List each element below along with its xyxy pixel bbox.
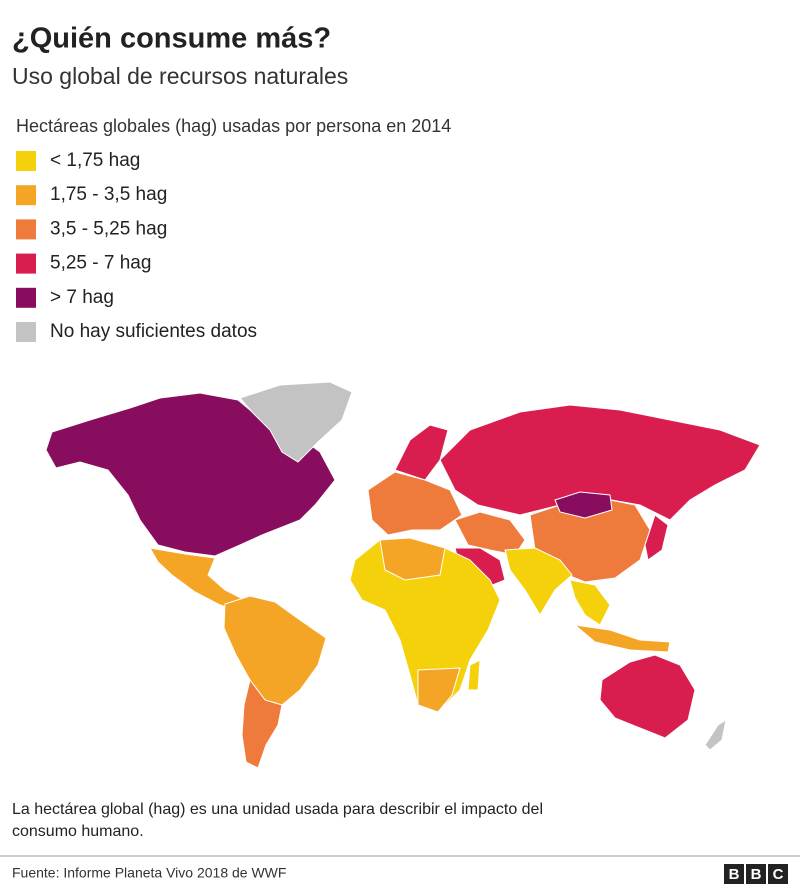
- legend-swatch: [16, 151, 36, 171]
- new-zealand: [704, 718, 727, 751]
- europe: [367, 471, 463, 536]
- legend-label: 3,5 - 5,25 hag: [50, 218, 167, 239]
- south-america-south: [241, 678, 283, 769]
- india: [504, 547, 573, 616]
- greenland: [239, 381, 353, 463]
- brand-box: [724, 864, 744, 884]
- southeast-asia: [569, 579, 611, 626]
- legend-label: No hay suficientes datos: [50, 321, 257, 342]
- note-line: La hectárea global (hag) es una unidad u…: [12, 801, 543, 818]
- subtitle: Uso global de recursos naturales: [12, 63, 348, 89]
- north-africa: [379, 537, 446, 581]
- legend-label: 5,25 - 7 hag: [50, 253, 151, 274]
- legend-label: 1,75 - 3,5 hag: [50, 184, 167, 205]
- legend-title: Hectáreas globales (hag) usadas por pers…: [16, 116, 451, 136]
- world-map: [45, 381, 761, 769]
- brand-box: [746, 864, 766, 884]
- legend-label: < 1,75 hag: [50, 150, 140, 171]
- legend-swatch: [16, 185, 36, 206]
- russia: [439, 404, 761, 521]
- madagascar: [467, 659, 481, 691]
- legend-swatch: [16, 287, 36, 308]
- brand-box: [768, 864, 788, 884]
- legend-swatch: [16, 253, 36, 274]
- japan: [644, 514, 669, 561]
- south-america-north: [223, 595, 327, 706]
- brand-letter: C: [773, 866, 784, 883]
- scandinavia: [394, 424, 449, 481]
- australia: [599, 654, 696, 739]
- legend: < 1,75 hag 1,75 - 3,5 hag 3,5 - 5,25 hag 5,…: [16, 150, 257, 342]
- brand-letter: B: [751, 866, 762, 883]
- middle-east: [454, 511, 526, 556]
- indonesia: [573, 624, 671, 653]
- mongolia: [554, 491, 613, 519]
- legend-swatch: [16, 219, 36, 240]
- canada-usa: [45, 392, 336, 557]
- southern-africa: [417, 667, 461, 713]
- legend-swatch: [16, 322, 36, 342]
- note-line: consumo humano.: [12, 823, 144, 840]
- brand-letter: B: [729, 866, 740, 883]
- title: ¿Quién consume más?: [12, 23, 331, 55]
- source: Fuente: Informe Planeta Vivo 2018 de WWF: [12, 865, 286, 881]
- legend-label: > 7 hag: [50, 287, 114, 308]
